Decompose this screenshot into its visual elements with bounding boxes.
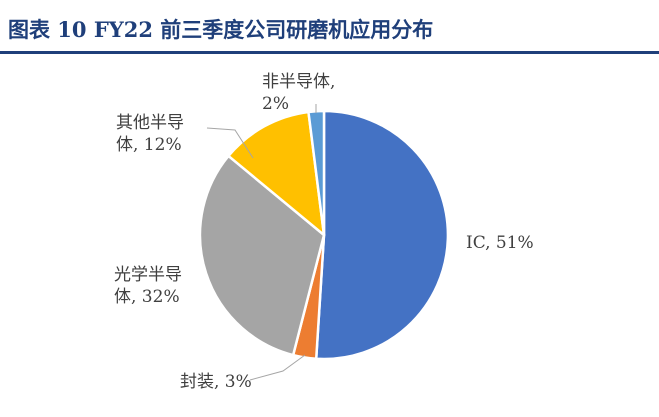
slice-label-5: 非半导体, 2% [262, 72, 335, 114]
leader-line-2 [249, 354, 306, 381]
slice-label-2: 封装, 3% [180, 372, 252, 392]
slice-label-4: 其他半导体, 12% [116, 113, 184, 155]
pie-slice-1 [314, 109, 450, 361]
slice-label-line: IC, 51% [466, 233, 534, 253]
figure-header: 图表 10 FY22 前三季度公司研磨机应用分布 [0, 0, 659, 55]
pie-slice-3 [198, 154, 326, 357]
slice-label-line: 体, 32% [114, 287, 180, 307]
leader-lines [206, 104, 317, 381]
title-rule [0, 51, 659, 54]
slice-label-1: IC, 51% [466, 233, 534, 253]
pie-slice-4 [227, 110, 326, 237]
slice-label-line: 其他半导 [116, 113, 184, 133]
leader-line-4 [206, 127, 254, 159]
pie-slices [198, 109, 450, 361]
slice-label-line: 非半导体, [262, 72, 335, 92]
slice-label-line: 2% [262, 94, 289, 114]
figure-title: 图表 10 FY22 前三季度公司研磨机应用分布 [8, 17, 434, 42]
slice-label-line: 光学半导 [114, 265, 182, 285]
slice-label-3: 光学半导体, 32% [114, 265, 182, 307]
slice-label-line: 封装, 3% [180, 372, 252, 392]
slice-label-line: 体, 12% [116, 135, 182, 155]
slice-labels: IC, 51% 封装, 3% 光学半导体, 32% 其他半导体, 12% 非半导体, 2% [114, 72, 534, 392]
